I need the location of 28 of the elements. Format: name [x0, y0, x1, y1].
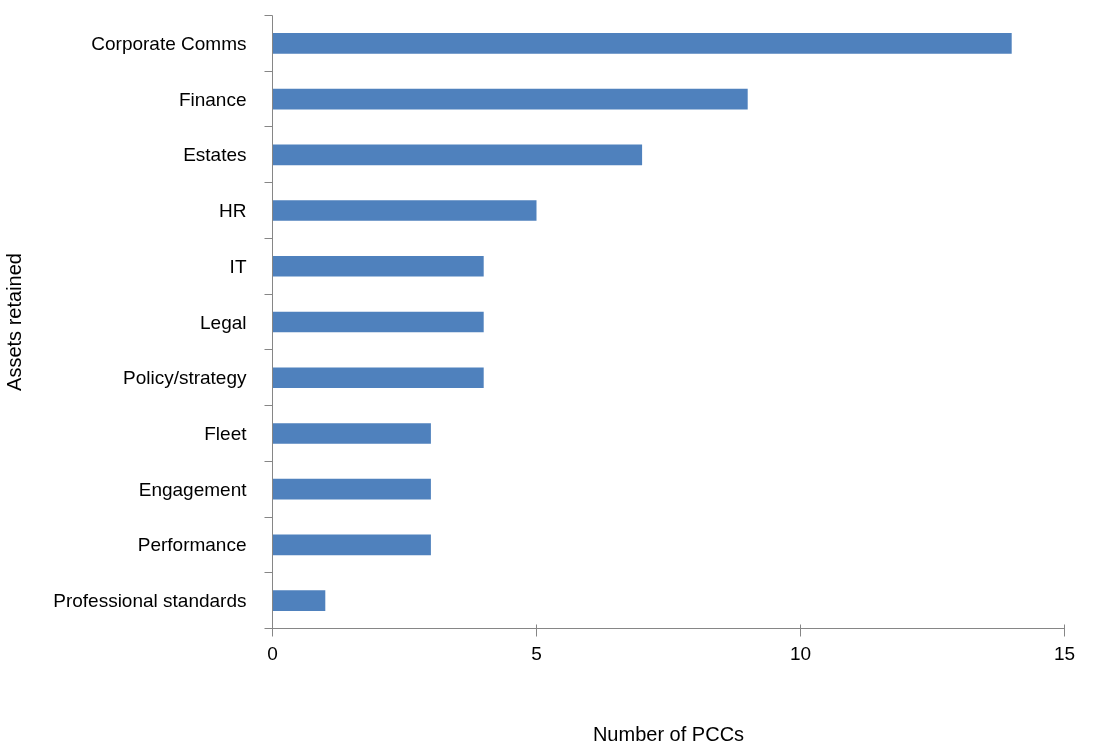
bar — [272, 311, 484, 333]
x-tick-label: 10 — [789, 642, 812, 664]
bar — [272, 590, 326, 611]
y-tick-label: Estates — [183, 144, 247, 166]
bar — [272, 33, 1012, 54]
x-axis-title: Number of PCCs — [592, 722, 745, 745]
y-tick-label: IT — [229, 255, 247, 277]
y-tick-label: Fleet — [204, 422, 248, 444]
x-tick-label: 0 — [267, 642, 278, 664]
x-tick-label: 15 — [1053, 642, 1076, 664]
bar — [272, 255, 484, 277]
y-tick-label: Professional standards — [53, 590, 247, 612]
bar — [272, 88, 748, 110]
bar — [272, 478, 431, 500]
y-tick-label: Finance — [178, 88, 247, 110]
bar — [272, 200, 537, 221]
x-tick-label: 5 — [531, 642, 542, 664]
y-tick-label: Legal — [200, 311, 247, 333]
bar — [272, 367, 484, 389]
y-tick-label: Policy/strategy — [122, 367, 247, 389]
y-axis-title: Assets retained — [3, 253, 26, 391]
y-tick-label: Corporate Comms — [91, 32, 247, 54]
bar — [272, 144, 643, 166]
y-tick-label: Performance — [137, 534, 247, 556]
y-tick-label: Engagement — [138, 478, 248, 500]
y-tick-label: HR — [219, 200, 247, 222]
bar — [272, 423, 431, 444]
bar — [272, 534, 431, 556]
